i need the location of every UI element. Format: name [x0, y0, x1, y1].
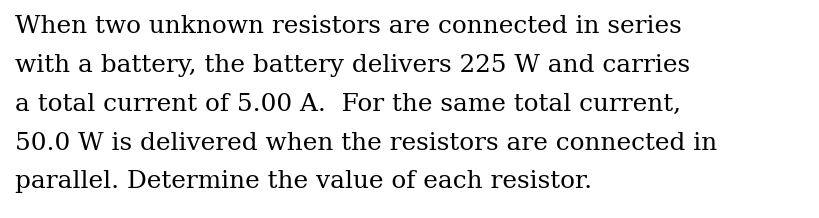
- Text: parallel. Determine the value of each resistor.: parallel. Determine the value of each re…: [15, 170, 591, 194]
- Text: 50.0 W is delivered when the resistors are connected in: 50.0 W is delivered when the resistors a…: [15, 132, 716, 155]
- Text: When two unknown resistors are connected in series: When two unknown resistors are connected…: [15, 15, 681, 38]
- Text: with a battery, the battery delivers 225 W and carries: with a battery, the battery delivers 225…: [15, 54, 689, 77]
- Text: a total current of 5.00 A.  For the same total current,: a total current of 5.00 A. For the same …: [15, 93, 680, 116]
